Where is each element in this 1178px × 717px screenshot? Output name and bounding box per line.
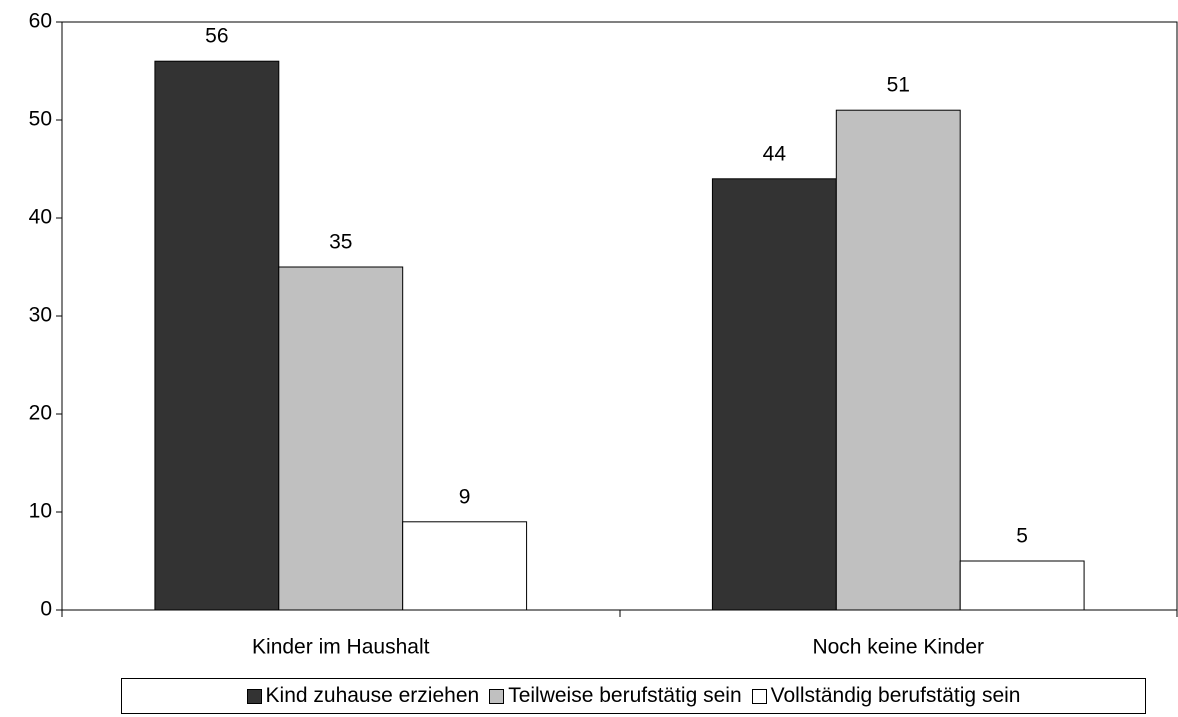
legend-swatch xyxy=(246,688,262,704)
bar xyxy=(402,521,528,611)
y-tick-label: 20 xyxy=(29,402,52,425)
data-label: 56 xyxy=(205,25,228,48)
data-label: 9 xyxy=(459,485,471,508)
legend: Kind zuhause erziehen Teilweise berufstät… xyxy=(121,678,1146,714)
bar xyxy=(154,60,280,611)
y-tick-label: 40 xyxy=(29,206,52,229)
bar xyxy=(278,266,404,611)
legend-label: Vollständig berufstätig sein xyxy=(770,684,1021,707)
data-label: 35 xyxy=(329,231,352,254)
data-label: 51 xyxy=(887,74,910,97)
x-tick-label: Kinder im Haushalt xyxy=(252,636,430,659)
chart: 0 10 20 30 40 50 60 Kinder im Haushalt 56 35 9 Noch… xyxy=(29,10,1178,659)
y-tick-label: 30 xyxy=(29,304,52,327)
y-tick-label: 60 xyxy=(29,10,52,33)
legend-item: Kind zuhause erziehen xyxy=(246,684,480,708)
y-tick-label: 10 xyxy=(29,500,52,523)
legend-label: Teilweise berufstätig sein xyxy=(508,684,742,707)
bar xyxy=(711,178,837,611)
y-tick-label: 50 xyxy=(29,108,52,131)
y-tick-label: 0 xyxy=(40,598,52,621)
legend-item: Teilweise berufstätig sein xyxy=(489,684,742,708)
bar xyxy=(959,560,1085,611)
legend-swatch xyxy=(751,688,767,704)
legend-item: Vollständig berufstätig sein xyxy=(751,684,1021,708)
data-label: 44 xyxy=(763,142,787,165)
bar xyxy=(835,109,961,611)
legend-label: Kind zuhause erziehen xyxy=(265,684,480,707)
legend-swatch xyxy=(489,688,505,704)
data-label: 5 xyxy=(1016,525,1028,548)
x-tick-label: Noch keine Kinder xyxy=(812,636,984,659)
